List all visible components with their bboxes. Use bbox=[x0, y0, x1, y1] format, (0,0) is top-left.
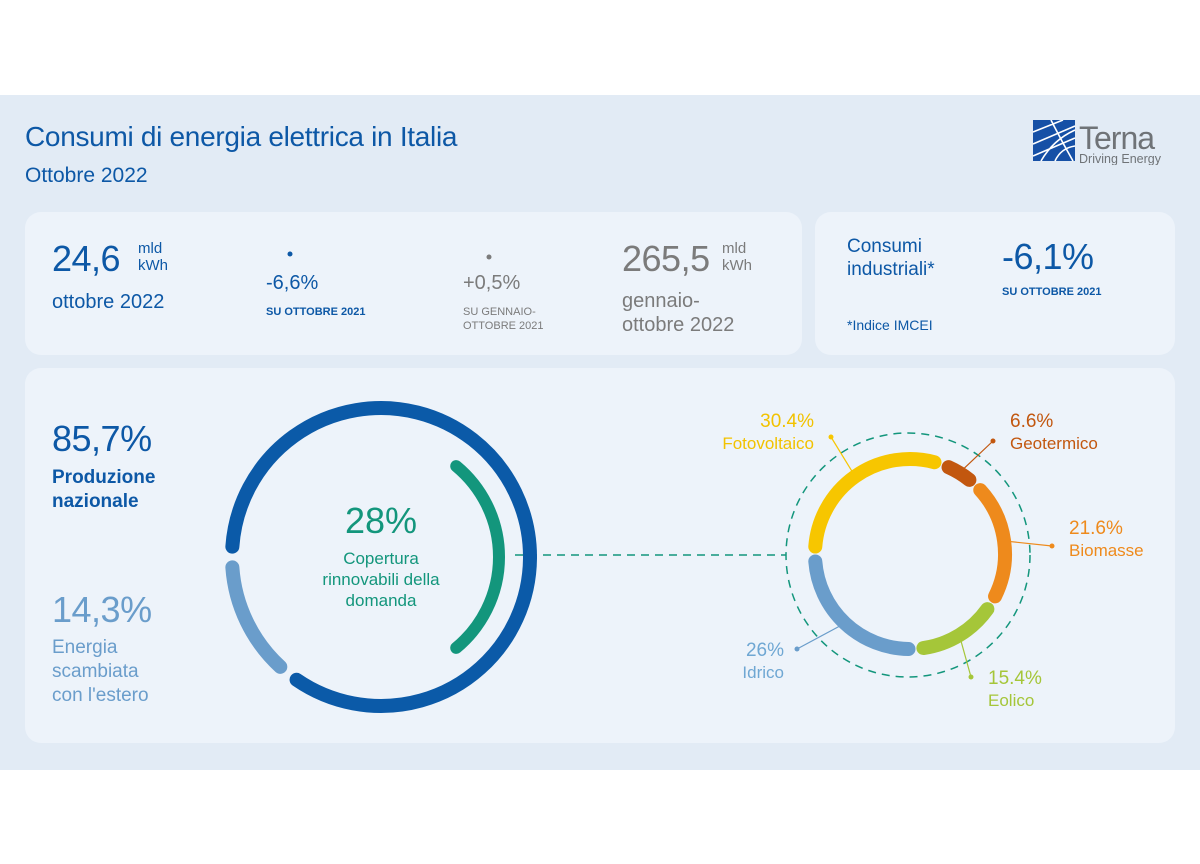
industrial-label: Consumi industriali* bbox=[847, 236, 935, 280]
industrial-card bbox=[815, 212, 1175, 355]
leader-dot-fotovoltaico bbox=[828, 434, 834, 440]
page-title: Consumi di energia elettrica in Italia bbox=[25, 121, 458, 152]
leader-dot-idrico bbox=[794, 646, 800, 652]
terna-logo: Terna Driving Energy bbox=[1032, 119, 1178, 170]
arc-energia-scambiata bbox=[225, 560, 288, 674]
slice-label-idrico: 26% Idrico bbox=[742, 640, 784, 682]
renewables-value: 28% bbox=[344, 500, 418, 541]
slice-label-eolico: 15.4% Eolico bbox=[988, 668, 1042, 710]
monthly-unit: mld kWh bbox=[138, 240, 168, 274]
slice-fotovoltaico bbox=[808, 452, 942, 554]
terna-logo-mark: Terna Driving Energy bbox=[1032, 119, 1162, 166]
leader-line-geotermico bbox=[958, 440, 994, 474]
industrial-footnote: *Indice IMCEI bbox=[847, 317, 933, 333]
ytd-connector bbox=[486, 254, 604, 260]
national-label: Produzione nazionale bbox=[52, 467, 156, 512]
renewables-label: Copertura rinnovabili della domanda bbox=[322, 549, 440, 610]
exchange-value: 14,3% bbox=[52, 589, 152, 630]
slice-label-fotovoltaico: 30.4% Fotovoltaico bbox=[722, 411, 814, 453]
ytd-value: 265,5 bbox=[622, 238, 710, 279]
monthly-connector bbox=[185, 251, 293, 257]
leader-dot-geotermico bbox=[990, 438, 996, 444]
renewables-dashed-circle bbox=[785, 432, 1031, 678]
leader-line-eolico bbox=[958, 634, 972, 678]
arc-copertura-rinnovabili bbox=[450, 460, 505, 654]
leader-dot-eolico bbox=[968, 674, 974, 680]
ytd-unit: mld kWh bbox=[722, 240, 752, 274]
logo-name: Terna bbox=[1079, 120, 1155, 156]
exchange-label: Energia scambiata con l'estero bbox=[52, 637, 149, 706]
monthly-value: 24,6 bbox=[52, 238, 121, 279]
leader-line-idrico bbox=[796, 622, 846, 650]
slice-eolico bbox=[916, 602, 995, 656]
slice-biomasse bbox=[973, 483, 1012, 604]
ytd-change: +0,5% bbox=[463, 272, 521, 294]
industrial-change: -6,1% bbox=[1002, 236, 1094, 277]
slice-label-biomasse: 21.6% Biomasse bbox=[1069, 518, 1144, 560]
monthly-period: ottobre 2022 bbox=[52, 291, 165, 313]
logo-tagline: Driving Energy bbox=[1079, 152, 1162, 165]
slice-geotermico bbox=[941, 460, 977, 487]
leader-line-biomasse bbox=[1004, 540, 1053, 547]
monthly-change: -6,6% bbox=[266, 272, 319, 294]
consumption-card bbox=[25, 212, 802, 355]
industrial-change-label: SU OTTOBRE 2021 bbox=[1002, 286, 1102, 298]
monthly-change-label: SU OTTOBRE 2021 bbox=[266, 306, 366, 318]
ytd-change-label: SU GENNAIO- OTTOBRE 2021 bbox=[463, 306, 544, 332]
national-value: 85,7% bbox=[52, 418, 152, 459]
ytd-period: gennaio-ottobre 2022 bbox=[622, 290, 735, 336]
page-subtitle: Ottobre 2022 bbox=[25, 164, 148, 187]
slice-label-geotermico: 6.6% Geotermico bbox=[1010, 411, 1098, 453]
slice-idrico bbox=[808, 554, 916, 656]
leader-line-fotovoltaico bbox=[830, 436, 856, 477]
leader-dot-biomasse bbox=[1049, 543, 1055, 549]
arc-produzione-nazionale bbox=[225, 401, 537, 713]
